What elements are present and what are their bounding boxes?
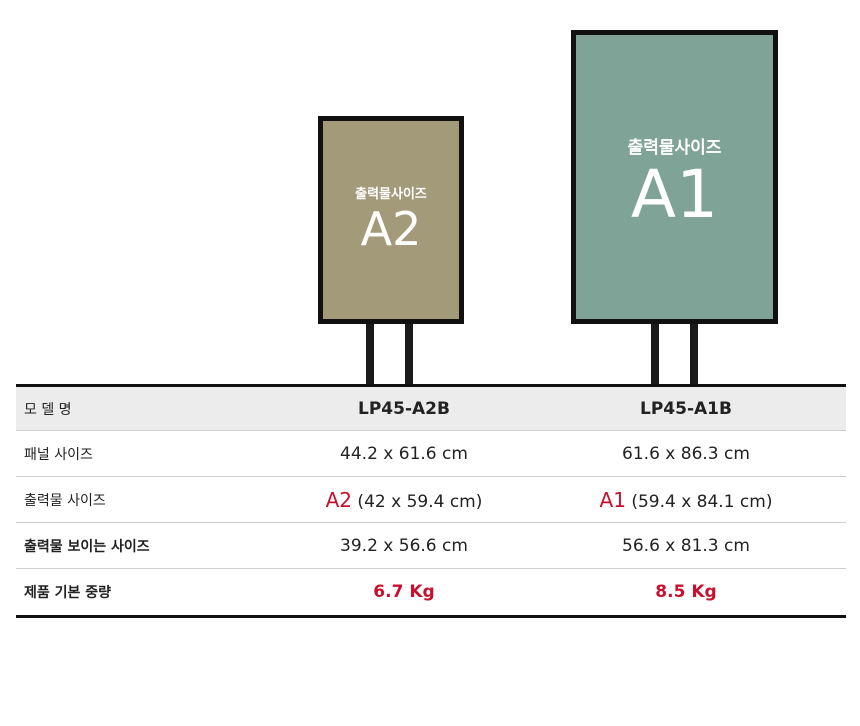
header-label: 모 델 명: [24, 401, 72, 418]
a1-stand-post-right: [690, 320, 698, 386]
table-row-weight: 제품 기본 중량 6.7 Kg 8.5 Kg: [16, 569, 846, 615]
panel-size-label: 패널 사이즈: [24, 446, 93, 463]
visible-size-a2: 39.2 x 56.6 cm: [340, 535, 468, 556]
a2-panel: 출력물사이즈 A2: [318, 116, 464, 324]
a2-stand-post-left: [366, 320, 374, 386]
a1-stand-post-left: [651, 320, 659, 386]
panel-size-a1: 61.6 x 86.3 cm: [622, 443, 750, 464]
table-row-visible-size: 출력물 보이는 사이즈 39.2 x 56.6 cm 56.6 x 81.3 c…: [16, 523, 846, 569]
panel-size-a2: 44.2 x 61.6 cm: [340, 443, 468, 464]
print-size-label: 출력물 사이즈: [24, 492, 106, 509]
print-size-a1-code: A1: [599, 487, 626, 512]
print-size-a1-dims: (59.4 x 84.1 cm): [625, 491, 773, 512]
a2-stand-post-right: [405, 320, 413, 386]
table-header-row: 모 델 명 LP45-A2B LP45-A1B: [16, 387, 846, 431]
table-row-panel-size: 패널 사이즈 44.2 x 61.6 cm 61.6 x 86.3 cm: [16, 431, 846, 477]
a1-panel-size: A1: [630, 156, 719, 233]
visible-size-label: 출력물 보이는 사이즈: [24, 538, 150, 555]
model-a2-name: LP45-A2B: [358, 398, 450, 419]
a2-panel-caption: 출력물사이즈: [355, 187, 427, 202]
model-a1-name: LP45-A1B: [640, 398, 732, 419]
weight-a2: 6.7 Kg: [373, 582, 435, 602]
weight-a1: 8.5 Kg: [655, 582, 717, 602]
a1-panel-caption: 출력물사이즈: [627, 138, 722, 158]
table-row-print-size: 출력물 사이즈 A2 (42 x 59.4 cm) A1 (59.4 x 84.…: [16, 477, 846, 523]
spec-table: 모 델 명 LP45-A2B LP45-A1B 패널 사이즈 44.2 x 61…: [16, 384, 846, 618]
print-size-a2: A2 (42 x 59.4 cm): [282, 488, 526, 512]
a1-panel: 출력물사이즈 A1: [571, 30, 778, 324]
print-size-a2-code: A2: [325, 487, 353, 512]
print-size-a1: A1 (59.4 x 84.1 cm): [526, 488, 846, 512]
visible-size-a1: 56.6 x 81.3 cm: [622, 535, 750, 556]
print-size-a2-dims: (42 x 59.4 cm): [352, 491, 483, 512]
a2-panel-size: A2: [360, 202, 422, 256]
weight-label: 제품 기본 중량: [24, 585, 112, 601]
